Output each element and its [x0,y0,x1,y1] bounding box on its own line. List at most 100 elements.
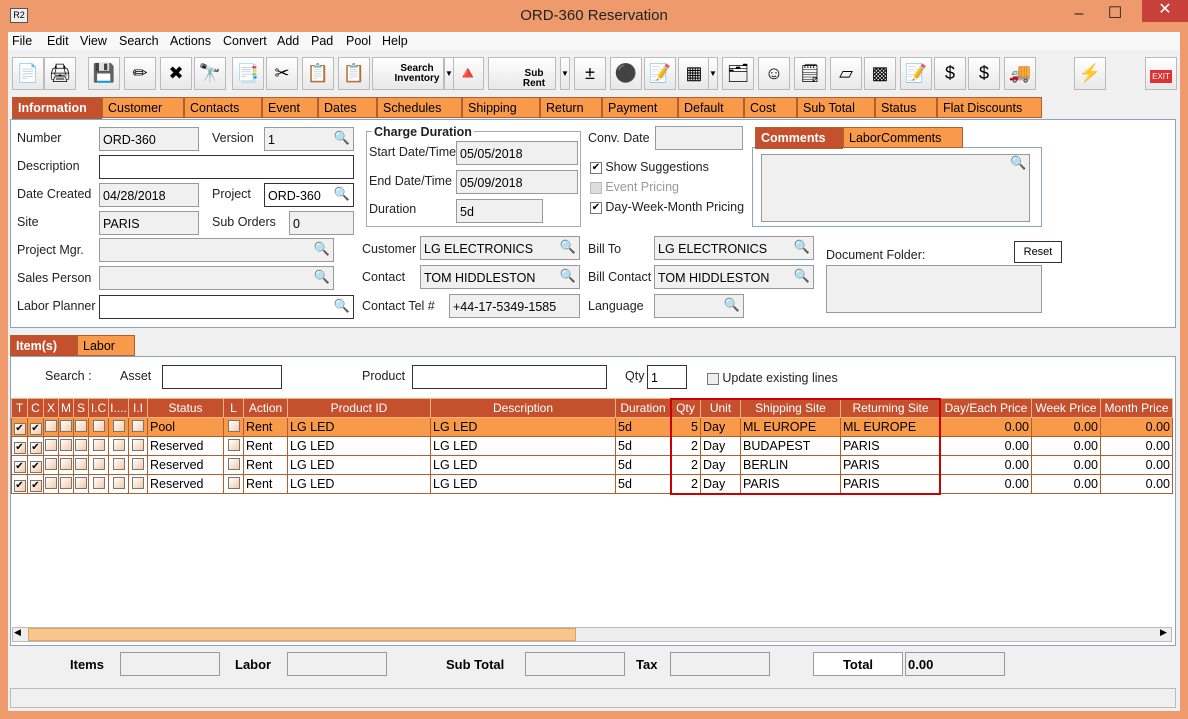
column-header-i-i[interactable]: I.I [128,398,148,418]
column-header-t[interactable]: T [11,398,28,418]
table-row[interactable]: ✔ ✔ Pool Rent LG LED LG LED 5d 5 Day ML EUROPE ML … [11,417,1173,437]
column-header-description[interactable]: Description [430,398,616,418]
row-checkbox[interactable]: ✔ [13,479,26,492]
search-magnifier-icon[interactable]: 🔍 [793,268,810,283]
search-inventory-icon[interactable]: Search Inventory [372,57,444,90]
project-mgr-field[interactable]: 🔍▼ [99,238,334,262]
contact-tel-field[interactable]: +44-17-5349-1585 [449,294,580,318]
paste-icon[interactable]: 📋 [338,57,370,90]
qty-input[interactable]: 1 [647,365,687,389]
row-checkbox[interactable] [112,476,125,489]
row-checkbox[interactable] [45,476,57,489]
row-checkbox[interactable]: ✔ [29,441,42,454]
tab-information[interactable]: Information [12,97,102,119]
row-checkbox[interactable] [112,419,125,432]
description-field[interactable] [99,155,354,179]
column-header-m[interactable]: M [58,398,74,418]
row-checkbox[interactable] [60,457,72,470]
row-checkbox[interactable] [60,476,72,489]
row-checkbox[interactable] [75,419,87,432]
menu-file[interactable]: File [12,34,33,48]
tab-payment[interactable]: Payment [602,97,678,118]
column-header-month-price[interactable]: Month Price [1100,398,1173,418]
update-existing-checkbox[interactable]: Update existing lines [707,371,838,385]
copy-icon[interactable]: 📋 [302,57,334,90]
search-magnifier-icon[interactable]: 🔍 [313,269,330,284]
l-checkbox[interactable] [227,476,240,489]
row-checkbox[interactable] [75,438,87,451]
shapes-icon[interactable]: 🔺 [452,57,484,90]
table-row[interactable]: ✔ ✔ Reserved Rent LG LED LG LED 5d 2 Day BERLIN PA… [11,455,1173,475]
tab-shipping[interactable]: Shipping [462,97,540,118]
row-checkbox[interactable] [45,438,57,451]
column-header-duration[interactable]: Duration [615,398,671,418]
column-header-i-c[interactable]: I.C [88,398,109,418]
tab-event[interactable]: Event [262,97,318,118]
edit-pencil-icon[interactable]: ✏ [124,57,156,90]
new-document-icon[interactable]: 📄 [12,57,44,90]
exit-button[interactable]: EXIT [1145,57,1177,90]
document-folder-field[interactable] [826,265,1042,313]
balls-icon[interactable]: ⚫ [610,57,642,90]
scroll-left-icon[interactable]: ◀ [14,627,21,637]
bill-to-field[interactable]: LG ELECTRONICS 🔍 [654,236,814,260]
date-created-field[interactable]: 04/28/2018 [99,183,199,207]
number-field[interactable]: ORD-360 [99,127,199,151]
notes-clock-icon[interactable]: 🗒 [794,57,826,90]
dwm-pricing-checkbox[interactable]: ✔ Day-Week-Month Pricing [590,200,745,214]
menu-help[interactable]: Help [382,34,408,48]
tab-customer[interactable]: Customer [102,97,184,118]
tab-items[interactable]: Item(s) [10,335,77,357]
minimize-button[interactable]: – [1074,5,1084,22]
tab-cost[interactable]: Cost [744,97,797,118]
column-header-action[interactable]: Action [243,398,288,418]
row-checkbox[interactable] [132,457,144,470]
row-checkbox[interactable]: ✔ [29,422,42,435]
row-checkbox[interactable]: ✔ [29,479,42,492]
row-checkbox[interactable] [92,419,105,432]
comments-textarea[interactable] [761,154,1030,222]
sales-person-field[interactable]: 🔍▼ [99,266,334,290]
row-checkbox[interactable] [92,457,105,470]
row-checkbox[interactable] [60,438,72,451]
search-magnifier-icon[interactable]: 🔍 [1010,155,1027,170]
truck-icon[interactable]: 🚚 [1004,57,1036,90]
column-header-x[interactable]: X [43,398,59,418]
row-checkbox[interactable]: ✔ [29,460,42,473]
l-checkbox[interactable] [227,457,240,470]
form-pencil-icon[interactable]: 📝 [900,57,932,90]
save-icon[interactable]: 💾 [88,57,120,90]
eraser-icon[interactable]: ▱ [830,57,862,90]
search-magnifier-icon[interactable]: 🔍 [793,239,810,254]
calculator-dropdown-icon[interactable]: ▼ [708,57,718,90]
version-field[interactable]: 1 🔍 [264,127,354,151]
row-checkbox[interactable] [132,438,144,451]
smiley-icon[interactable]: ☺ [758,57,790,90]
bill-contact-field[interactable]: TOM HIDDLESTON 🔍 [654,265,814,289]
row-checkbox[interactable] [112,457,125,470]
row-checkbox[interactable] [45,419,57,432]
search-inventory-dropdown-icon[interactable]: ▼ [444,57,454,90]
row-checkbox[interactable] [132,476,144,489]
menu-convert[interactable]: Convert [223,34,267,48]
menu-edit[interactable]: Edit [47,34,69,48]
search-magnifier-icon[interactable]: 🔍 [313,241,330,256]
reset-button[interactable]: Reset [1014,241,1062,263]
tab-labor[interactable]: Labor [77,335,135,356]
end-field[interactable]: 05/09/2018 [456,170,578,194]
binoculars-icon[interactable]: 🔭 [194,57,226,90]
tab-return[interactable]: Return [540,97,602,118]
search-magnifier-icon[interactable]: 🔍 [723,297,740,312]
row-checkbox[interactable] [75,457,87,470]
tab-contacts[interactable]: Contacts [184,97,262,118]
l-checkbox[interactable] [227,419,240,432]
table-row[interactable]: ✔ ✔ Reserved Rent LG LED LG LED 5d 2 Day PARIS PAR… [11,474,1173,494]
menu-actions[interactable]: Actions [170,34,211,48]
duration-field[interactable]: 5d [456,199,543,223]
menu-add[interactable]: Add [277,34,300,48]
asset-input[interactable] [162,365,282,389]
lightning-icon[interactable]: ⚡ [1074,57,1106,90]
row-checkbox[interactable]: ✔ [13,460,26,473]
cubes-icon[interactable]: ▩ [864,57,896,90]
search-magnifier-icon[interactable]: 🔍 [559,239,576,254]
